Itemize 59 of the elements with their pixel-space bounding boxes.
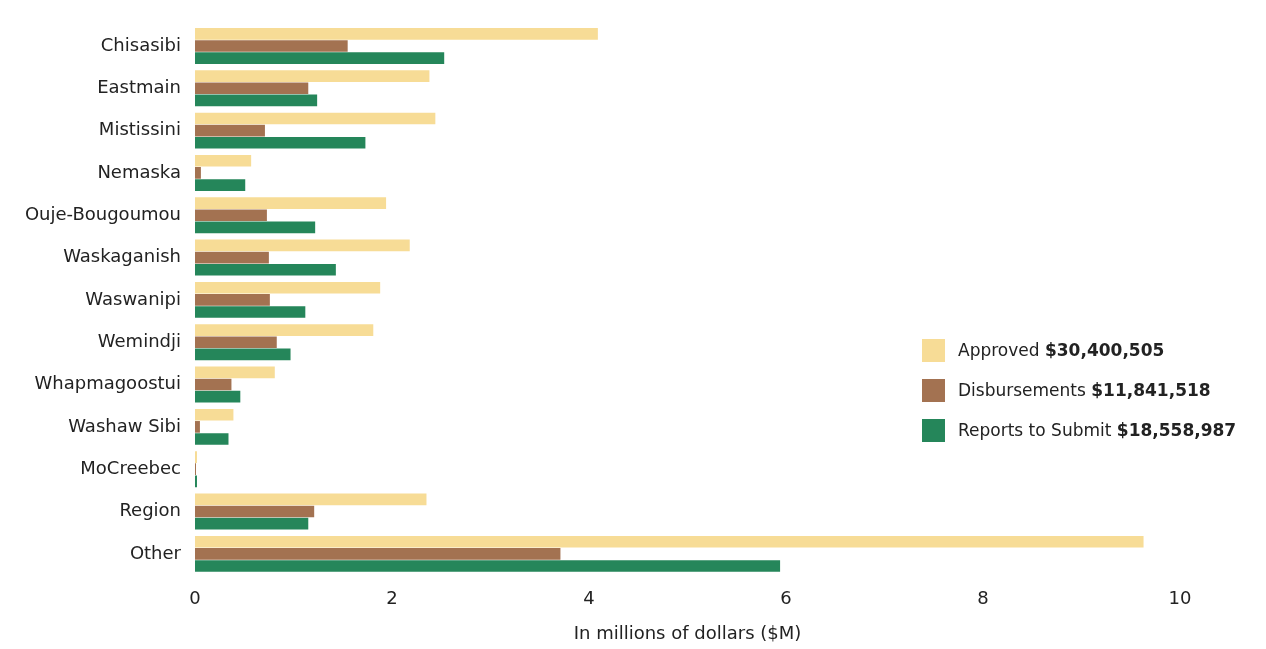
bar [195, 136, 366, 149]
legend-label: Disbursements $11,841,518 [958, 380, 1211, 400]
y-tick-label: Whapmagoostui [34, 372, 181, 394]
bar [195, 251, 269, 264]
bar [195, 112, 436, 125]
bar [195, 548, 561, 560]
y-tick-label: Nemaska [97, 160, 181, 182]
x-tick-label: 6 [780, 587, 792, 609]
bar [195, 535, 1144, 548]
bar [195, 336, 277, 349]
legend-label: Approved $30,400,505 [958, 340, 1165, 360]
x-tick-label: 8 [977, 587, 989, 609]
y-tick-label: Washaw Sibi [68, 414, 181, 436]
y-tick-label: Chisasibi [100, 33, 181, 55]
x-tick-label: 0 [189, 587, 201, 609]
y-tick-label: Eastmain [97, 75, 181, 97]
x-tick-label: 10 [1168, 587, 1192, 609]
bar [195, 239, 410, 252]
y-tick-label: Wemindji [97, 329, 181, 351]
bar [195, 124, 265, 137]
bar [195, 154, 252, 167]
bar [195, 505, 315, 518]
y-tick-label: Mistissini [98, 118, 181, 140]
bar [195, 433, 229, 445]
bar [195, 94, 318, 107]
bar [195, 221, 316, 234]
bar [195, 52, 445, 64]
bar [195, 517, 309, 530]
bar [195, 348, 291, 361]
legend-label: Reports to Submit $18,558,987 [958, 420, 1237, 440]
bar [195, 263, 336, 276]
bar [195, 560, 781, 572]
y-tick-label: MoCreebec [80, 456, 181, 478]
bar [195, 378, 232, 391]
x-axis-title: In millions of dollars ($M) [573, 621, 802, 643]
x-tick-label: 4 [583, 587, 595, 609]
x-tick-label: 2 [386, 587, 398, 609]
bar [195, 82, 309, 95]
y-tick-label: Waskaganish [63, 245, 181, 267]
bar [195, 493, 427, 506]
y-tick-label: Other [129, 541, 182, 563]
bar [195, 421, 200, 433]
bar [195, 70, 430, 82]
bar [195, 390, 241, 403]
y-tick-label: Region [119, 499, 181, 521]
bar [195, 197, 387, 209]
bar [195, 306, 306, 318]
bar [195, 281, 381, 294]
y-tick-label: Waswanipi [85, 287, 181, 309]
bar [195, 366, 275, 379]
bar [195, 294, 270, 306]
bar [195, 28, 598, 40]
bar [195, 408, 234, 421]
y-tick-label: Ouje-Bougoumou [24, 202, 181, 224]
bar [195, 324, 374, 336]
bar [195, 40, 348, 52]
bar [195, 167, 201, 179]
bar [195, 179, 246, 191]
bar [195, 209, 267, 222]
